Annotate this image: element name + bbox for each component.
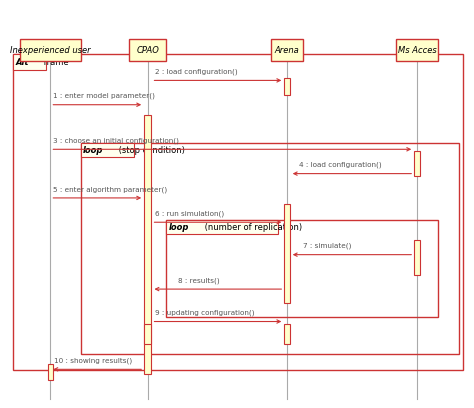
Text: (stop condition): (stop condition) xyxy=(116,146,185,155)
Bar xyxy=(47,364,53,380)
Text: 8 : results(): 8 : results() xyxy=(178,277,219,284)
Bar xyxy=(271,39,303,61)
Text: 10 : showing results(): 10 : showing results() xyxy=(54,357,132,364)
Bar xyxy=(166,220,438,317)
Bar xyxy=(166,220,278,234)
Bar xyxy=(284,78,290,95)
Text: loop: loop xyxy=(169,223,189,232)
Text: 2 : load configuration(): 2 : load configuration() xyxy=(155,69,237,75)
Text: 6 : run simulation(): 6 : run simulation() xyxy=(155,211,224,217)
Bar xyxy=(145,115,151,374)
Text: 4 : load configuration(): 4 : load configuration() xyxy=(299,162,381,169)
Text: 1 : enter model parameter(): 1 : enter model parameter() xyxy=(53,93,155,100)
Text: 5 : enter algorithm parameter(): 5 : enter algorithm parameter() xyxy=(53,186,167,193)
Bar xyxy=(81,143,134,157)
Text: frame: frame xyxy=(41,58,68,67)
Text: 7 : simulate(): 7 : simulate() xyxy=(303,243,352,249)
Bar xyxy=(414,151,419,175)
Bar xyxy=(145,324,151,344)
Bar xyxy=(414,240,419,275)
Text: Inexperienced user: Inexperienced user xyxy=(10,46,91,55)
Text: Ms Acces: Ms Acces xyxy=(398,46,436,55)
Text: loop: loop xyxy=(83,146,103,155)
Bar xyxy=(129,39,166,61)
Bar xyxy=(396,39,438,61)
Text: CPAO: CPAO xyxy=(137,46,159,55)
Bar xyxy=(284,204,290,303)
Text: Alt: Alt xyxy=(16,58,29,67)
Bar xyxy=(13,54,46,70)
Text: Arena: Arena xyxy=(274,46,300,55)
Bar xyxy=(13,54,463,370)
Text: (number of replication): (number of replication) xyxy=(202,223,302,232)
Bar xyxy=(20,39,81,61)
Bar xyxy=(284,324,290,344)
Text: 9 : updating configuration(): 9 : updating configuration() xyxy=(155,310,254,316)
Bar xyxy=(81,143,459,354)
Text: 3 : choose an initial configuration(): 3 : choose an initial configuration() xyxy=(53,137,179,144)
